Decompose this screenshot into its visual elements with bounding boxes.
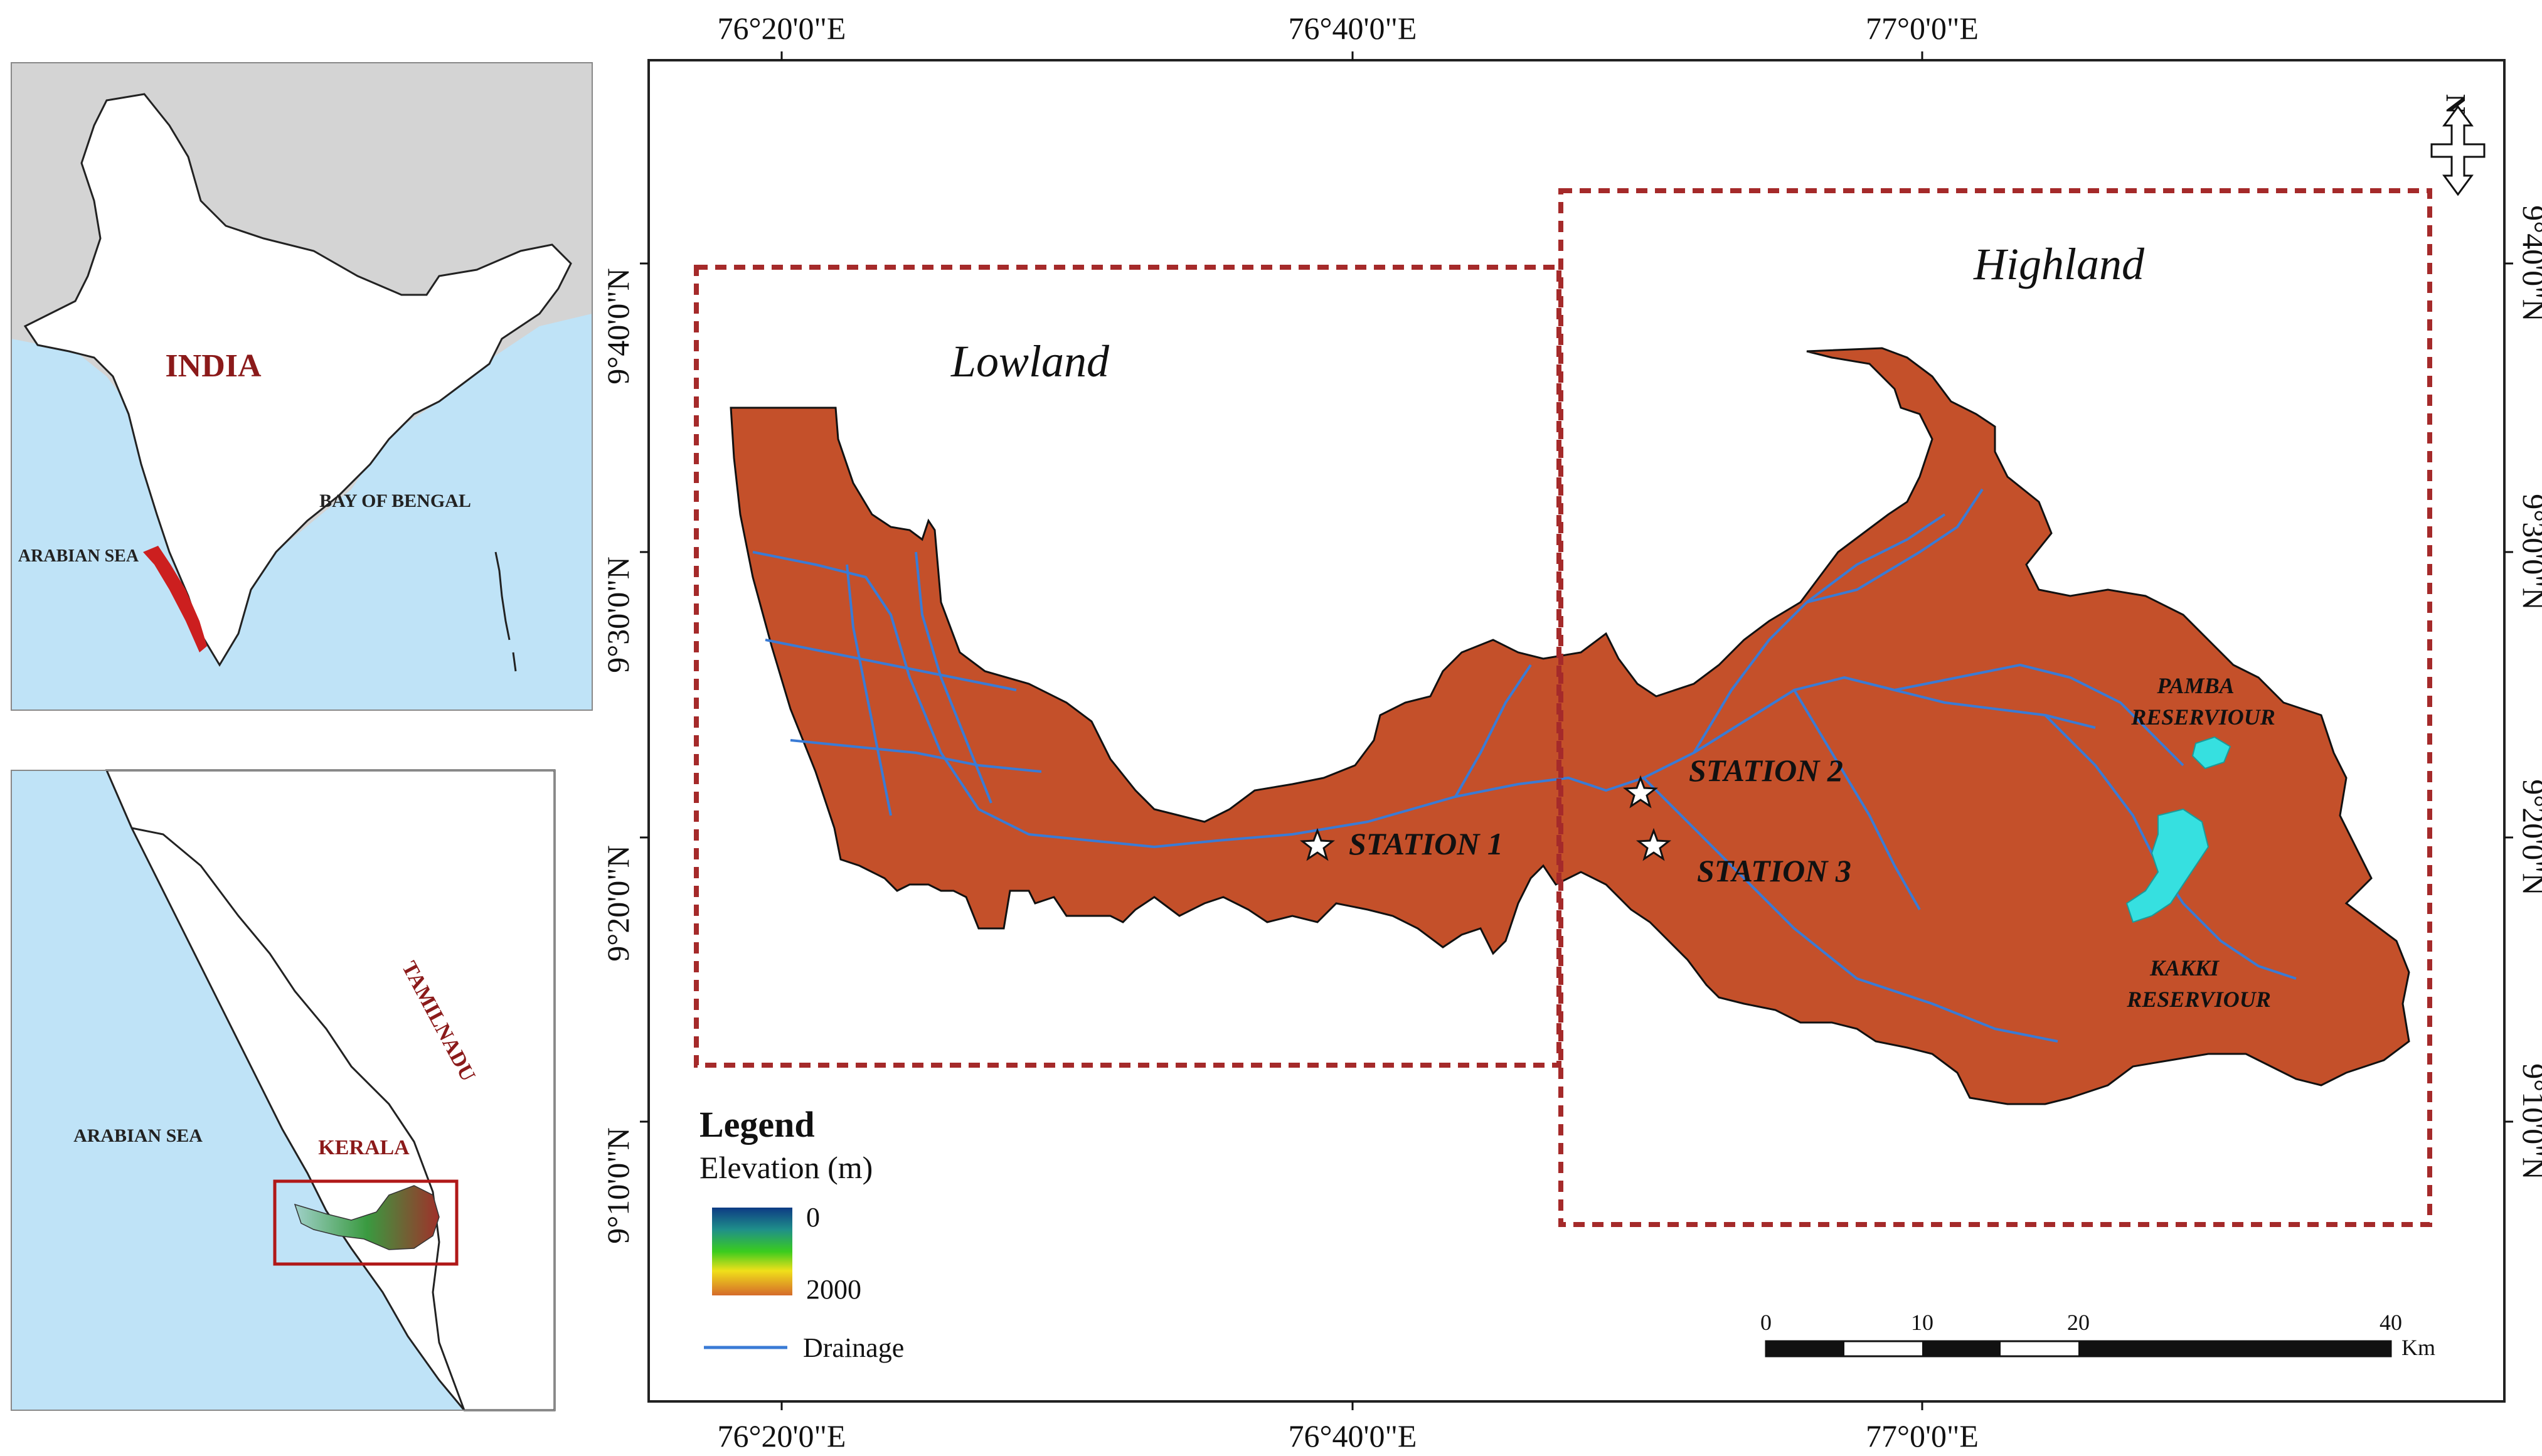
pamba-reservoir: [2191, 736, 2231, 770]
scale-unit: Km: [2401, 1335, 2435, 1360]
lowland-canal-1: [765, 639, 1017, 691]
scale-tick-40: 40: [2380, 1310, 2402, 1335]
lowland-canal-4: [915, 551, 992, 804]
lowland-label: Lowland: [950, 336, 1110, 386]
drainage-network: [752, 488, 2297, 1043]
scale-bar-segment-3: [1922, 1341, 2001, 1356]
bay-of-bengal-label: BAY OF BENGAL: [319, 491, 471, 511]
pamba-reservoir-label-line2: RESERVIOUR: [2130, 704, 2275, 730]
scale-tick-20: 20: [2067, 1310, 2090, 1335]
left-tick-label-2: 9°30'0"N: [600, 556, 636, 673]
kerala-boundary: [131, 827, 465, 1411]
tributary-pamba: [1894, 664, 2184, 767]
drainage-legend-label: Drainage: [803, 1332, 904, 1363]
top-tick-label-3: 77°0'0"E: [1866, 11, 1979, 46]
station-3-marker: [1635, 827, 1672, 861]
tributary-central: [1793, 689, 1921, 910]
legend-subtitle: Elevation (m): [699, 1150, 873, 1185]
india-sea: [11, 314, 592, 710]
legend-title: Legend: [699, 1104, 815, 1145]
bottom-tick-label-1: 76°20'0"E: [718, 1418, 846, 1453]
graticule-ticks: [640, 51, 2513, 1410]
tributary-south: [1642, 777, 2058, 1043]
india-inset-border: [11, 62, 593, 711]
arabian-sea-label-kerala: ARABIAN SEA: [73, 1125, 203, 1146]
tributary-west: [1454, 664, 1532, 797]
station-markers: [1299, 775, 1672, 861]
right-tick-label-3: 9°20'0"N: [2516, 779, 2542, 896]
lowland-canal-2: [790, 739, 1042, 773]
kakki-reservoir: [2125, 808, 2210, 923]
kerala-label: KERALA: [318, 1136, 410, 1159]
station-2-label: STATION 2: [1689, 753, 1843, 788]
north-arrow: N: [2430, 94, 2486, 196]
left-tick-label-1: 9°40'0"N: [600, 268, 636, 385]
right-tick-label-1: 9°40'0"N: [2516, 205, 2542, 322]
left-tick-label-3: 9°20'0"N: [600, 845, 636, 962]
india-landmass: [23, 93, 572, 667]
kakki-reservoir-label-line2: RESERVIOUR: [2126, 987, 2270, 1012]
bottom-tick-label-3: 77°0'0"E: [1866, 1418, 1979, 1453]
scale-bar: 0 10 20 40 Km: [1760, 1310, 2435, 1360]
india-label: INDIA: [165, 348, 262, 384]
study-area-box: [273, 1179, 459, 1266]
bottom-tick-label-2: 76°40'0"E: [1289, 1418, 1417, 1453]
kakki-reservoir-label-line1: KAKKI: [2149, 955, 2220, 980]
left-tick-label-4: 9°10'0"N: [600, 1127, 636, 1244]
elevation-color-ramp: [712, 1208, 792, 1295]
kerala-inset-border: [11, 770, 555, 1411]
main-map: Lowland Highland STATION 1 STATION 2 STA…: [600, 11, 2542, 1453]
scale-tick-0: 0: [1760, 1310, 1772, 1335]
top-tick-label-2: 76°40'0"E: [1289, 11, 1417, 46]
scale-bar-segment-5: [2078, 1341, 2391, 1356]
right-tick-label-2: 9°30'0"N: [2516, 494, 2542, 610]
highland-label: Highland: [1973, 239, 2145, 289]
arabian-sea-label-india: ARABIAN SEA: [18, 546, 139, 566]
andaman-islands: [494, 551, 517, 672]
tributary-northeast: [1806, 488, 1984, 603]
kerala-highlight: [143, 546, 207, 652]
north-arrow-icon: [2430, 105, 2486, 196]
scale-bar-segment-1: [1766, 1341, 1844, 1356]
south-india-landmass: [105, 769, 556, 1411]
legend-min-value: 0: [806, 1202, 820, 1233]
kerala-inset: ARABIAN SEA KERALA TAMILNADU: [11, 769, 556, 1411]
station-2-marker: [1622, 775, 1659, 809]
station-1-label: STATION 1: [1349, 826, 1503, 861]
highland-region-box: [1558, 188, 2432, 1227]
station-1-marker: [1299, 827, 1336, 861]
legend: Legend Elevation (m) 0 2000 Drainage: [699, 1104, 904, 1363]
india-inset: INDIA BAY OF BENGAL ARABIAN SEA: [11, 62, 593, 711]
station-3-label: STATION 3: [1697, 853, 1851, 888]
top-tick-label-1: 76°20'0"E: [718, 11, 846, 46]
basin-mini: [294, 1185, 440, 1250]
lowland-canal-3: [846, 564, 892, 816]
legend-max-value: 2000: [806, 1274, 861, 1305]
river-basin: [730, 347, 2410, 1105]
pamba-reservoir-label-line1: PAMBA: [2156, 673, 2234, 698]
lowland-region-box: [694, 265, 1561, 1068]
right-tick-label-4: 9°10'0"N: [2516, 1063, 2542, 1180]
scale-tick-10: 10: [1911, 1310, 1933, 1335]
